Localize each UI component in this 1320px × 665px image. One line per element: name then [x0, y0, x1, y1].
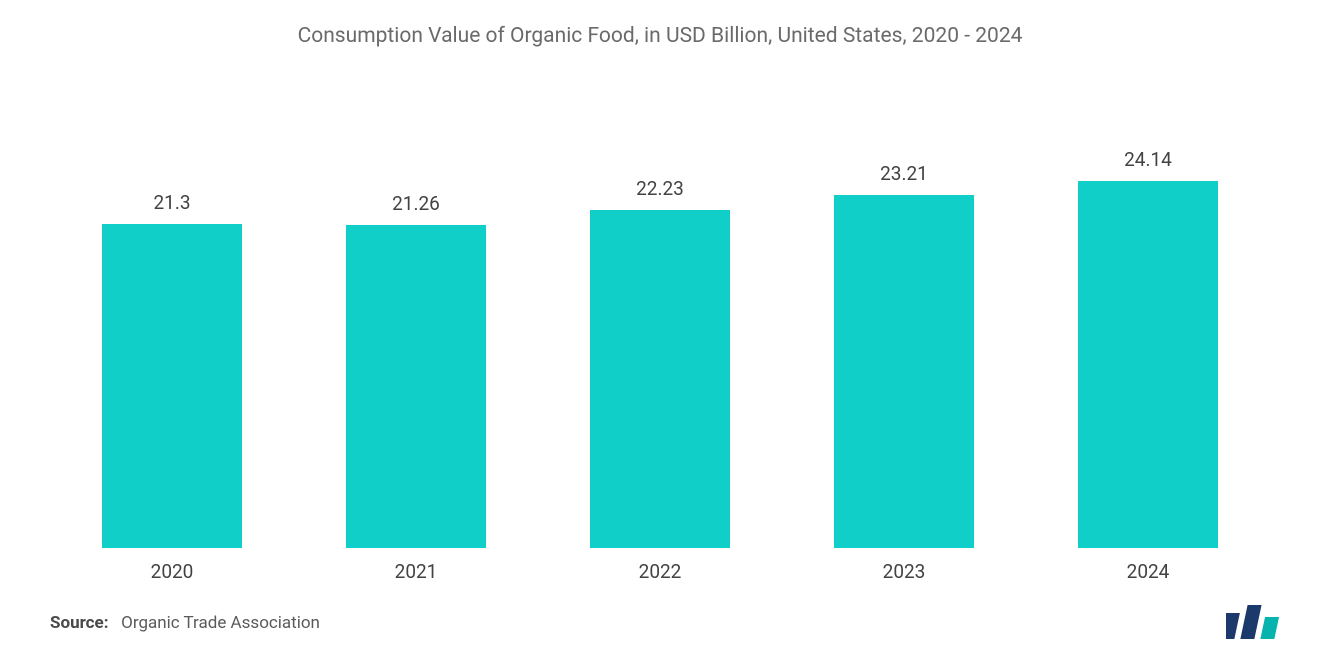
bar-value-label: 22.23 — [636, 177, 684, 200]
x-axis-label: 2023 — [804, 548, 1004, 583]
chart-title: Consumption Value of Organic Food, in US… — [0, 0, 1320, 58]
source-text: Organic Trade Association — [121, 613, 320, 633]
bar-group: 24.14 — [1048, 148, 1248, 548]
bar-group: 23.21 — [804, 162, 1004, 548]
source-label: Source: — [50, 613, 108, 633]
bar-group: 21.3 — [72, 191, 272, 548]
x-axis: 2020 2021 2022 2023 2024 — [50, 548, 1270, 583]
x-axis-label: 2021 — [316, 548, 516, 583]
bar-value-label: 24.14 — [1124, 148, 1172, 171]
mordor-logo-icon — [1226, 603, 1290, 643]
bar-group: 21.26 — [316, 192, 516, 548]
bar-value-label: 21.3 — [153, 191, 190, 214]
bar-value-label: 23.21 — [880, 162, 928, 185]
x-axis-label: 2022 — [560, 548, 760, 583]
bar — [102, 224, 242, 548]
bar — [834, 195, 974, 548]
bar-value-label: 21.26 — [392, 192, 440, 215]
bar — [590, 210, 730, 548]
x-axis-label: 2020 — [72, 548, 272, 583]
bar — [346, 225, 486, 548]
bar — [1078, 181, 1218, 548]
plot-area: 21.3 21.26 22.23 23.21 24.14 — [50, 98, 1270, 548]
source-attribution: Source: Organic Trade Association — [50, 613, 320, 633]
x-axis-label: 2024 — [1048, 548, 1248, 583]
bar-group: 22.23 — [560, 177, 760, 548]
